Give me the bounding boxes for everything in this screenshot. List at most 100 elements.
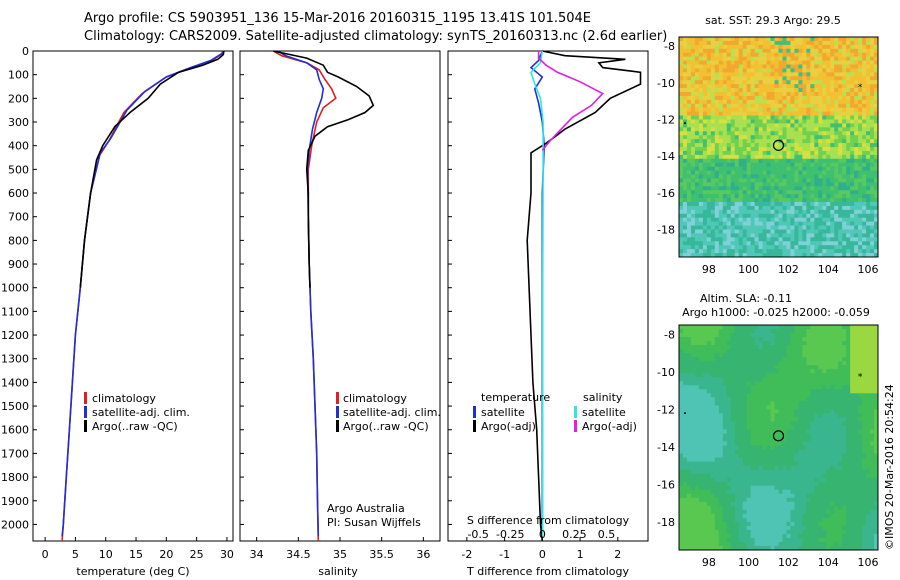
- map-cell: [802, 417, 807, 422]
- map-cell: [770, 202, 775, 207]
- map-cell: [738, 349, 744, 354]
- map-cell: [818, 329, 823, 334]
- map-cell: [770, 88, 775, 93]
- map-cell: [710, 421, 716, 426]
- map-cell: [702, 166, 708, 171]
- map-cell: [730, 245, 736, 250]
- map-cell: [714, 441, 720, 446]
- map-cell: [874, 233, 879, 238]
- map-cell: [850, 217, 855, 223]
- map-cell: [770, 373, 775, 378]
- map-cell: [806, 461, 811, 467]
- map-cell: [774, 437, 779, 442]
- map-cell: [750, 445, 756, 450]
- map-cell: [682, 217, 688, 223]
- map-cell: [838, 205, 843, 211]
- map-cell: [770, 413, 775, 418]
- map-cell: [746, 88, 752, 93]
- map-cell: [838, 237, 843, 242]
- map-cell: [770, 421, 775, 426]
- map-cell: [874, 329, 879, 334]
- map-cell: [842, 205, 847, 211]
- map-cell: [730, 217, 736, 223]
- map-cell: [814, 469, 819, 475]
- map-cell: [778, 441, 783, 446]
- map-cell: [802, 178, 807, 183]
- map-cell: [710, 249, 716, 254]
- map-cell: [854, 445, 859, 450]
- map-cell: [854, 469, 859, 475]
- map-cell: [822, 389, 827, 394]
- map-cell: [834, 373, 839, 378]
- map-cell: [838, 44, 843, 50]
- map-cell: [818, 37, 823, 42]
- map-cell: [858, 481, 863, 487]
- map-cell: [842, 115, 847, 120]
- map-cell: [734, 481, 740, 487]
- map-cell: [778, 361, 783, 366]
- map-cell: [826, 52, 831, 58]
- map-cell: [742, 441, 748, 446]
- map-cell: [802, 365, 807, 370]
- map-cell: [690, 477, 696, 483]
- map-cell: [866, 103, 871, 109]
- map-cell: [750, 170, 756, 175]
- map-cell: [679, 166, 684, 171]
- map-cell: [730, 341, 736, 346]
- map-cell: [766, 139, 771, 144]
- map-cell: [818, 449, 823, 454]
- map-cell: [734, 190, 740, 195]
- map-cell: [686, 389, 692, 394]
- map-cell: [770, 245, 775, 250]
- map-cell: [738, 40, 744, 46]
- map-cell: [762, 233, 767, 238]
- map-cell: [854, 170, 859, 175]
- map-cell: [822, 437, 827, 442]
- map-cell: [842, 107, 847, 113]
- map-cell: [679, 421, 684, 426]
- map-cell: [750, 186, 756, 191]
- map-cell: [742, 393, 748, 398]
- y-tick-label: 500: [8, 163, 29, 176]
- map-cell: [726, 60, 732, 65]
- map-cell: [706, 421, 712, 426]
- map-cell: [714, 361, 720, 366]
- map-cell: [706, 44, 712, 50]
- map-cell: [742, 341, 748, 346]
- map-cell: [746, 166, 752, 171]
- map-cell: [810, 48, 815, 54]
- map-cell: [818, 413, 823, 418]
- map-cell: [770, 221, 775, 226]
- map-cell: [870, 158, 875, 164]
- map-cell: [858, 56, 863, 61]
- map-cell: [686, 361, 692, 366]
- map-cell: [710, 429, 716, 434]
- map-cell: [838, 381, 843, 386]
- map-cell: [790, 150, 795, 156]
- map-cell: [762, 174, 767, 179]
- map-cell: [742, 182, 748, 187]
- map-cell: [866, 154, 871, 160]
- map-cell: [826, 241, 831, 246]
- map-cell: [730, 111, 736, 116]
- map-cell: [790, 80, 795, 85]
- map-cell: [690, 245, 696, 250]
- map-cell: [830, 143, 835, 148]
- map-cell: [754, 417, 759, 422]
- map-cell: [766, 461, 771, 467]
- map-cell: [682, 333, 688, 338]
- map-cell: [778, 237, 783, 242]
- map-cell: [846, 139, 851, 144]
- map-cell: [762, 481, 767, 487]
- map-cell: [850, 56, 855, 61]
- map-cell: [746, 52, 752, 58]
- map-cell: [718, 44, 724, 50]
- map-cell: [730, 369, 736, 374]
- map-cell: [746, 40, 752, 46]
- map-cell: [802, 325, 807, 330]
- map-cell: [754, 453, 759, 458]
- map-cell: [834, 405, 839, 410]
- map-cell: [786, 115, 791, 120]
- map-cell: [742, 385, 748, 390]
- map-cell: [826, 245, 831, 250]
